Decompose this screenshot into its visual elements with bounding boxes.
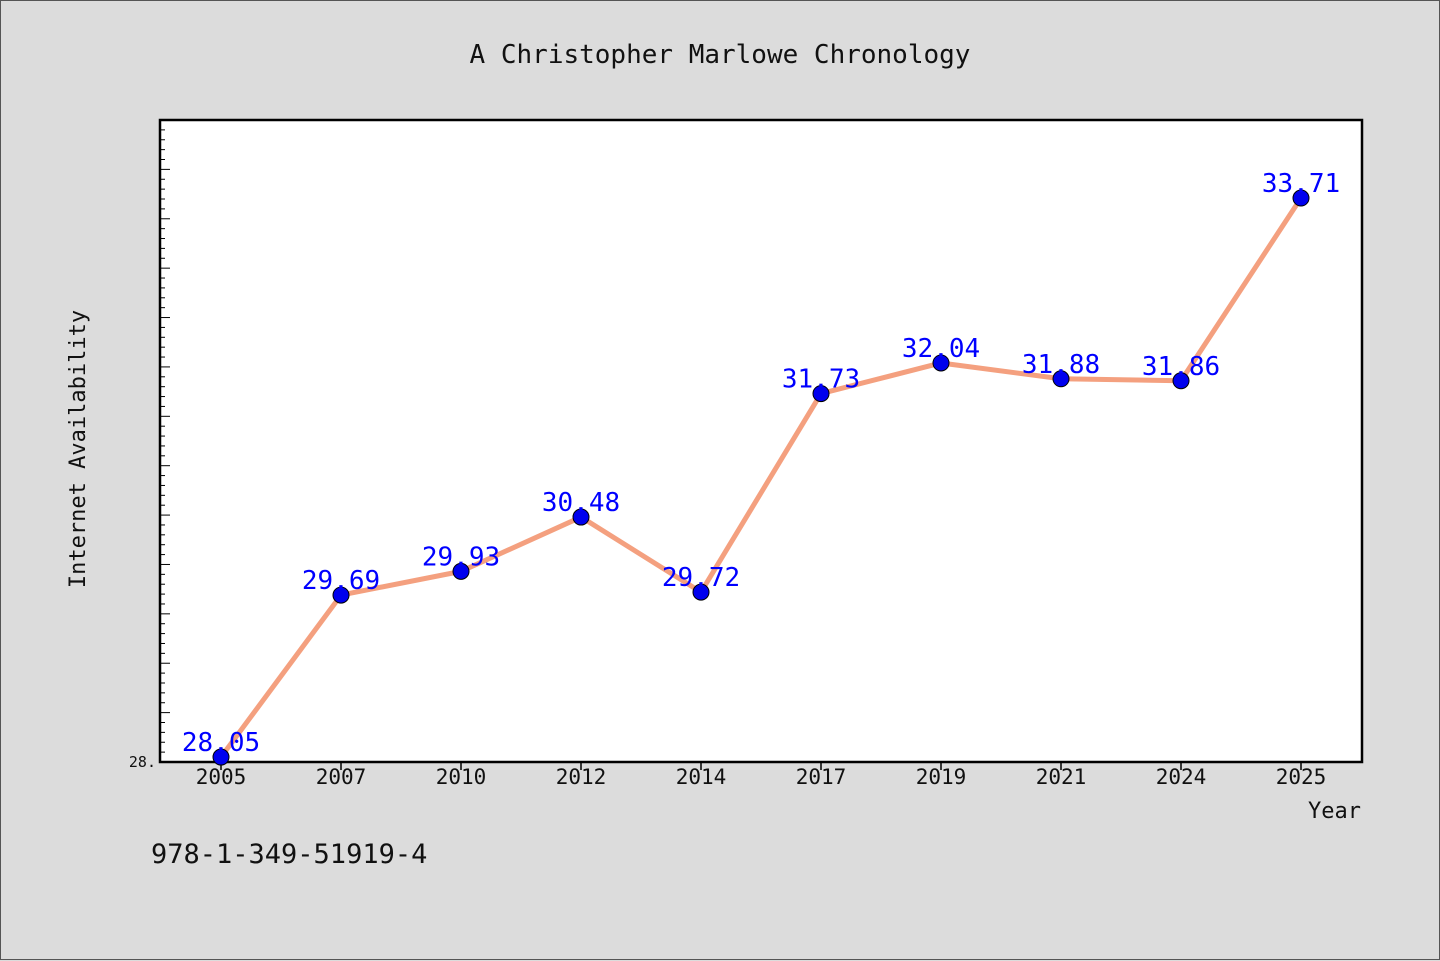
x-tick-label: 2012 [556,765,607,789]
data-label: 30.48 [542,488,620,518]
series-line [218,196,1304,759]
x-axis-ticks: 2005 2007 2010 2012 2014 2017 2019 2021 2024 2025 [196,762,1327,789]
data-label: 31.86 [1142,352,1220,382]
data-point [1172,372,1190,390]
y-axis-label: Internet Availability [66,310,91,588]
data-point [332,586,350,604]
chart-title: A Christopher Marlowe Chronology [470,40,971,70]
x-tick-label: 2014 [676,765,727,789]
data-label: 31.88 [1022,350,1100,380]
data-point [452,562,470,580]
data-label: 29.72 [662,563,740,593]
data-point [1052,370,1070,388]
x-tick-label: 2007 [316,765,367,789]
x-tick-label: 2010 [436,765,487,789]
data-label: 31.73 [782,365,860,395]
y-axis-ticks: 28. [129,119,170,771]
x-tick-label: 2017 [796,765,847,789]
data-point [212,748,230,766]
data-point [932,354,950,372]
data-point [1292,189,1310,207]
data-label: 33.71 [1262,169,1340,199]
data-label: 32.04 [902,334,980,364]
data-point [692,583,710,601]
data-label: 28.05 [182,728,260,758]
x-tick-label: 2005 [196,765,247,789]
data-label: 29.93 [422,542,500,572]
series-layer: 28.05 29.69 29.93 30.48 29.72 31.73 32.04 31.88… [182,169,1340,766]
isbn-caption: 978-1-349-51919-4 [151,839,427,870]
y-tick-label: 28. [129,753,156,771]
data-point [812,385,830,403]
x-tick-label: 2021 [1036,765,1087,789]
x-tick-label: 2019 [916,765,967,789]
plot-area [158,118,1364,764]
data-point [572,508,590,526]
x-tick-label: 2025 [1276,765,1327,789]
x-tick-label: 2024 [1156,765,1207,789]
x-axis-label: Year [1308,799,1361,824]
data-label: 29.69 [302,566,380,596]
